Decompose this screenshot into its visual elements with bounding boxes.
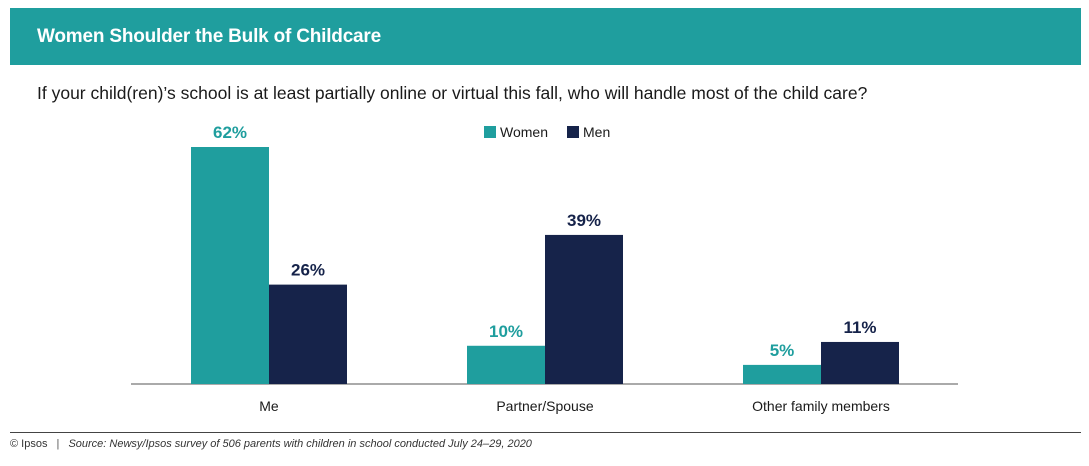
footer-divider — [10, 432, 1081, 433]
data-label-men-1: 39% — [567, 211, 601, 230]
source-note: Source: Newsy/Ipsos survey of 506 parent… — [68, 438, 532, 450]
category-label-1: Partner/Spouse — [496, 398, 593, 414]
category-label-2: Other family members — [752, 398, 890, 414]
legend-label-women: Women — [500, 124, 548, 140]
chart-title: Women Shoulder the Bulk of Childcare — [37, 26, 381, 47]
footer-separator: | — [56, 438, 60, 450]
bar-women-2 — [743, 364, 821, 384]
data-label-women-0: 62% — [213, 123, 247, 142]
bar-men-0 — [269, 284, 347, 384]
copyright-text: © Ipsos — [10, 438, 48, 450]
bar-men-1 — [545, 234, 623, 384]
legend-swatch-men — [567, 126, 579, 138]
title-bar: Women Shoulder the Bulk of Childcare — [10, 8, 1081, 65]
bar-men-2 — [821, 341, 899, 384]
data-label-women-2: 5% — [770, 341, 795, 360]
footer: © Ipsos | Source: Newsy/Ipsos survey of … — [10, 438, 532, 450]
survey-question: If your child(ren)’s school is at least … — [37, 83, 868, 103]
bar-women-1 — [467, 345, 545, 384]
legend-swatch-women — [484, 126, 496, 138]
legend-label-men: Men — [583, 124, 610, 140]
bar-women-0 — [191, 147, 269, 384]
bar-chart: 62% 26% Me 10% 39% Partner/Spouse 5% 11% Other f… — [131, 123, 958, 414]
data-label-men-2: 11% — [843, 318, 876, 337]
data-label-men-0: 26% — [291, 261, 325, 280]
category-label-0: Me — [259, 398, 279, 414]
data-label-women-1: 10% — [489, 322, 523, 341]
